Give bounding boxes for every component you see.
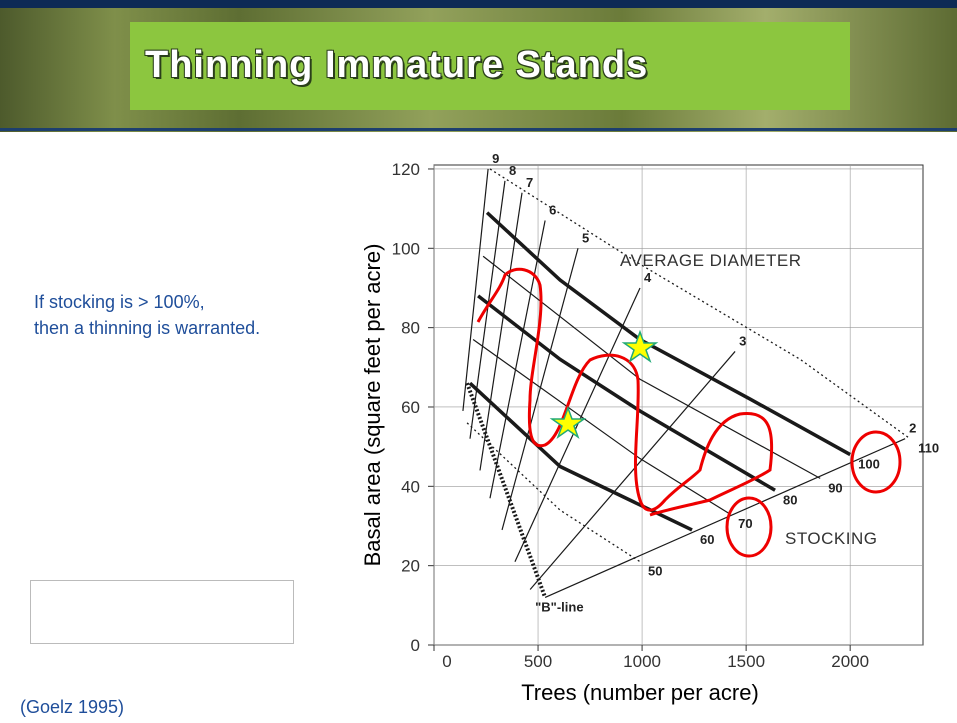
series-label: 100 [858, 457, 880, 472]
star [621, 329, 659, 363]
series-label: 5 [582, 230, 589, 245]
series-label: 70 [738, 516, 752, 531]
series-line [544, 438, 906, 598]
series-line [501, 248, 579, 531]
top-bar [0, 0, 957, 8]
circle [725, 496, 773, 558]
y-axis-label: Basal area (square feet per acre) [360, 244, 385, 567]
series-label: 8 [509, 163, 516, 178]
series-label: 80 [783, 492, 797, 507]
series-line [529, 351, 736, 590]
star [549, 405, 587, 439]
series-line [489, 220, 546, 499]
series-line [472, 339, 731, 515]
y-tick-label: 0 [411, 636, 420, 655]
plot-frame [433, 164, 924, 646]
hand-annotations [476, 267, 902, 558]
annotation: AVERAGE DIAMETER [620, 251, 802, 270]
empty-box [30, 580, 294, 644]
x-tick-label: 1000 [623, 652, 661, 671]
series-label: 50 [648, 564, 662, 579]
series-label: 6 [549, 203, 556, 218]
x-tick-label: 0 [442, 652, 451, 671]
series-label: 60 [700, 532, 714, 547]
series-label: 90 [828, 480, 842, 495]
series-line [465, 382, 547, 599]
x-tick-label: 500 [524, 652, 552, 671]
title-box [130, 22, 850, 110]
x-tick-label: 2000 [831, 652, 869, 671]
annotation: STOCKING [785, 529, 877, 548]
y-tick-label: 60 [401, 398, 420, 417]
series-label: "B"-line [535, 599, 583, 614]
series-line [485, 211, 852, 457]
citation: (Goelz 1995) [20, 697, 125, 717]
series-line [477, 294, 776, 492]
series-line [479, 192, 523, 471]
header-line [0, 128, 957, 131]
series-label: 7 [526, 175, 533, 190]
y-tick-label: 20 [401, 557, 420, 576]
y-tick-label: 100 [392, 239, 420, 258]
circle [850, 430, 902, 494]
series-label: 2 [909, 421, 916, 436]
series-label: 9 [492, 151, 499, 166]
series-label: 3 [739, 333, 746, 348]
y-tick-label: 80 [401, 319, 420, 338]
series-line [466, 422, 641, 563]
y-tick-label: 40 [401, 477, 420, 496]
note-line: then a thinning is warranted. [34, 318, 261, 338]
series-label: 110 [918, 441, 939, 456]
series-line [462, 168, 489, 412]
freehand-line [476, 267, 774, 517]
series-line [482, 255, 821, 479]
series-line [489, 168, 911, 440]
series-line [514, 287, 641, 562]
slide-title: Thinning Immature Stands [145, 44, 649, 86]
x-axis-label: Trees (number per acre) [521, 680, 759, 705]
x-tick-label: 1500 [727, 652, 765, 671]
series-label: 4 [644, 270, 652, 285]
y-tick-label: 120 [392, 160, 420, 179]
note-line: If stocking is > 100%, [34, 292, 205, 312]
